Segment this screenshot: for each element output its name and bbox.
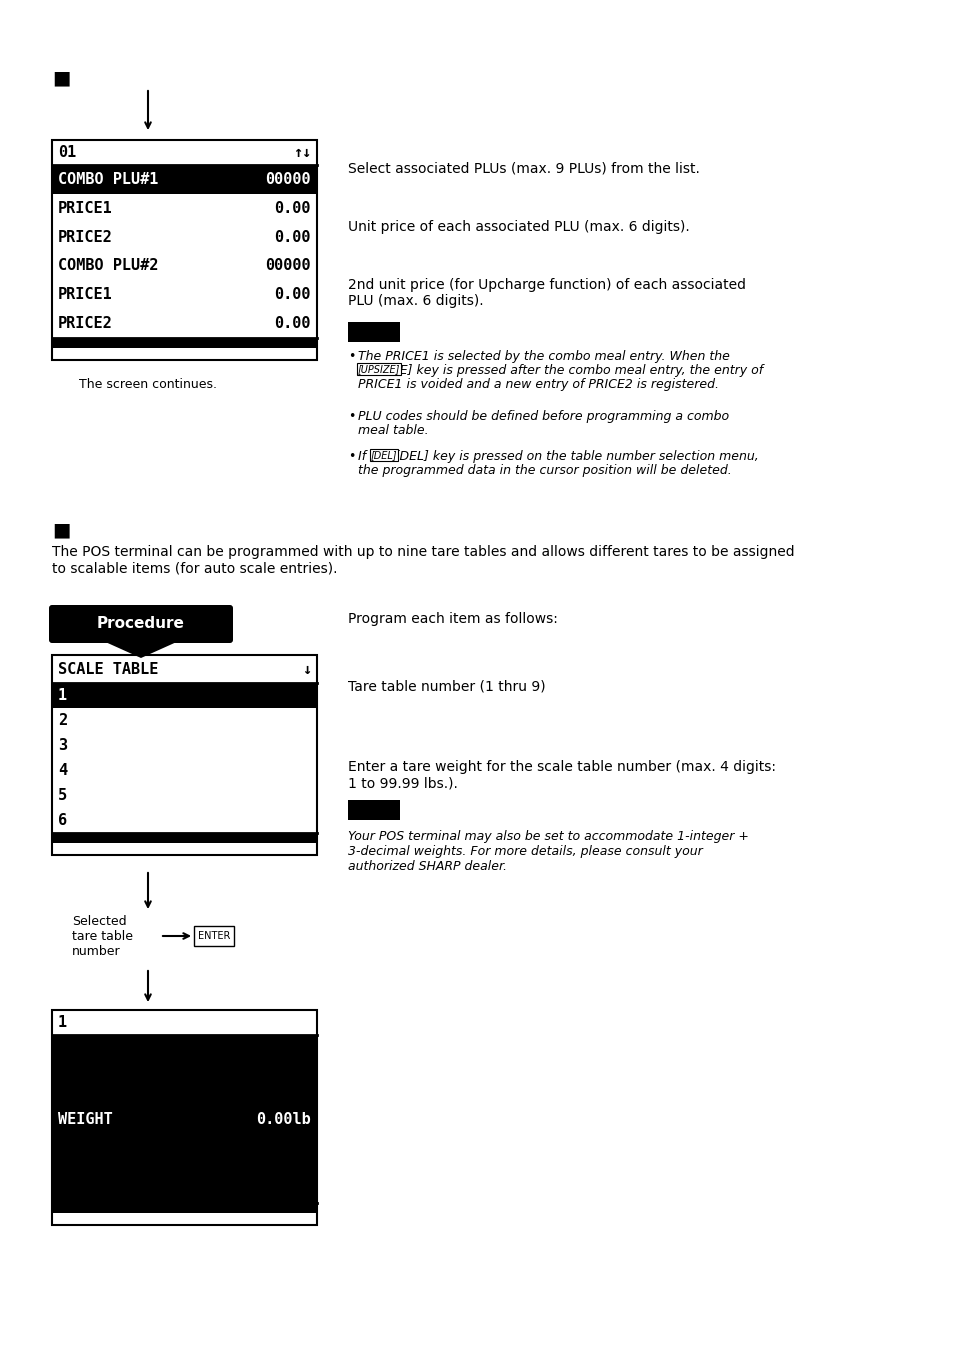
Text: If the [DEL] key is pressed on the table number selection menu,: If the [DEL] key is pressed on the table…	[357, 450, 758, 462]
Polygon shape	[101, 640, 181, 658]
Text: PLU codes should be defined before programming a combo: PLU codes should be defined before progr…	[357, 410, 728, 423]
Text: ↑↓: ↑↓	[293, 146, 311, 160]
Text: Selected
tare table
number: Selected tare table number	[71, 915, 132, 958]
Text: •: •	[348, 450, 355, 462]
Text: Unit price of each associated PLU (max. 6 digits).: Unit price of each associated PLU (max. …	[348, 220, 689, 235]
Text: 0.00: 0.00	[274, 201, 311, 216]
Text: SCALE TABLE: SCALE TABLE	[58, 662, 158, 677]
Text: The screen continues.: The screen continues.	[79, 377, 216, 391]
Text: The PRICE1 is selected by the combo meal entry. When the: The PRICE1 is selected by the combo meal…	[357, 350, 729, 363]
Text: Tare table number (1 thru 9): Tare table number (1 thru 9)	[348, 679, 545, 694]
Text: 0.00lb: 0.00lb	[256, 1112, 311, 1127]
Text: •: •	[348, 410, 355, 423]
Bar	[193, 926, 233, 946]
Text: Select associated PLUs (max. 9 PLUs) from the list.: Select associated PLUs (max. 9 PLUs) fro…	[348, 162, 700, 177]
Text: 01: 01	[58, 146, 76, 160]
Text: ■: ■	[52, 67, 71, 88]
Bar	[53, 164, 315, 194]
Text: COMBO PLU#2: COMBO PLU#2	[58, 259, 158, 274]
Text: 1: 1	[58, 687, 67, 704]
Text: Your POS terminal may also be set to accommodate 1-integer +
3-decimal weights. : Your POS terminal may also be set to acc…	[348, 830, 748, 874]
Text: ↓: ↓	[301, 662, 311, 677]
Text: 5: 5	[58, 789, 67, 803]
Text: 0.00: 0.00	[274, 287, 311, 302]
Bar	[53, 833, 315, 842]
Text: meal table.: meal table.	[357, 425, 428, 437]
Text: 0.00: 0.00	[274, 229, 311, 244]
Text: PRICE1: PRICE1	[58, 287, 112, 302]
Text: Procedure: Procedure	[97, 616, 185, 631]
Text: [DEL]: [DEL]	[371, 450, 397, 460]
Text: Enter a tare weight for the scale table number (max. 4 digits:
1 to 99.99 lbs.).: Enter a tare weight for the scale table …	[348, 760, 775, 790]
Text: 00000: 00000	[265, 173, 311, 187]
Text: Program each item as follows:: Program each item as follows:	[348, 612, 558, 625]
Bar	[52, 1010, 316, 1225]
Text: COMBO PLU#1: COMBO PLU#1	[58, 173, 158, 187]
Text: PRICE2: PRICE2	[58, 315, 112, 332]
Text: 4: 4	[58, 763, 67, 778]
Bar	[53, 683, 315, 708]
Text: PRICE1: PRICE1	[58, 201, 112, 216]
Text: 00000: 00000	[265, 259, 311, 274]
Text: 6: 6	[58, 813, 67, 828]
Bar	[53, 1202, 315, 1213]
Text: 3: 3	[58, 737, 67, 754]
Bar	[52, 140, 316, 360]
Text: 0.00: 0.00	[274, 315, 311, 332]
Text: ■: ■	[52, 520, 71, 539]
Text: PRICE1 is voided and a new entry of PRICE2 is registered.: PRICE1 is voided and a new entry of PRIC…	[357, 377, 719, 391]
Bar	[53, 1035, 315, 1202]
FancyBboxPatch shape	[49, 605, 233, 643]
Bar	[52, 655, 316, 855]
Text: WEIGHT: WEIGHT	[58, 1112, 112, 1127]
Text: •: •	[348, 350, 355, 363]
Bar	[348, 799, 399, 820]
Text: The POS terminal can be programmed with up to nine tare tables and allows differ: The POS terminal can be programmed with …	[52, 545, 794, 576]
Text: 2: 2	[58, 713, 67, 728]
Text: the programmed data in the cursor position will be deleted.: the programmed data in the cursor positi…	[357, 464, 731, 477]
Text: 1: 1	[58, 1015, 67, 1030]
Text: PRICE2: PRICE2	[58, 229, 112, 244]
Bar	[53, 338, 315, 348]
Text: 2nd unit price (for Upcharge function) of each associated
PLU (max. 6 digits).: 2nd unit price (for Upcharge function) o…	[348, 278, 745, 309]
Text: [UPSIZE] key is pressed after the combo meal entry, the entry of: [UPSIZE] key is pressed after the combo …	[357, 364, 762, 377]
Text: [UPSIZE]: [UPSIZE]	[357, 364, 400, 373]
Text: ENTER: ENTER	[197, 931, 230, 941]
Bar	[348, 322, 399, 342]
